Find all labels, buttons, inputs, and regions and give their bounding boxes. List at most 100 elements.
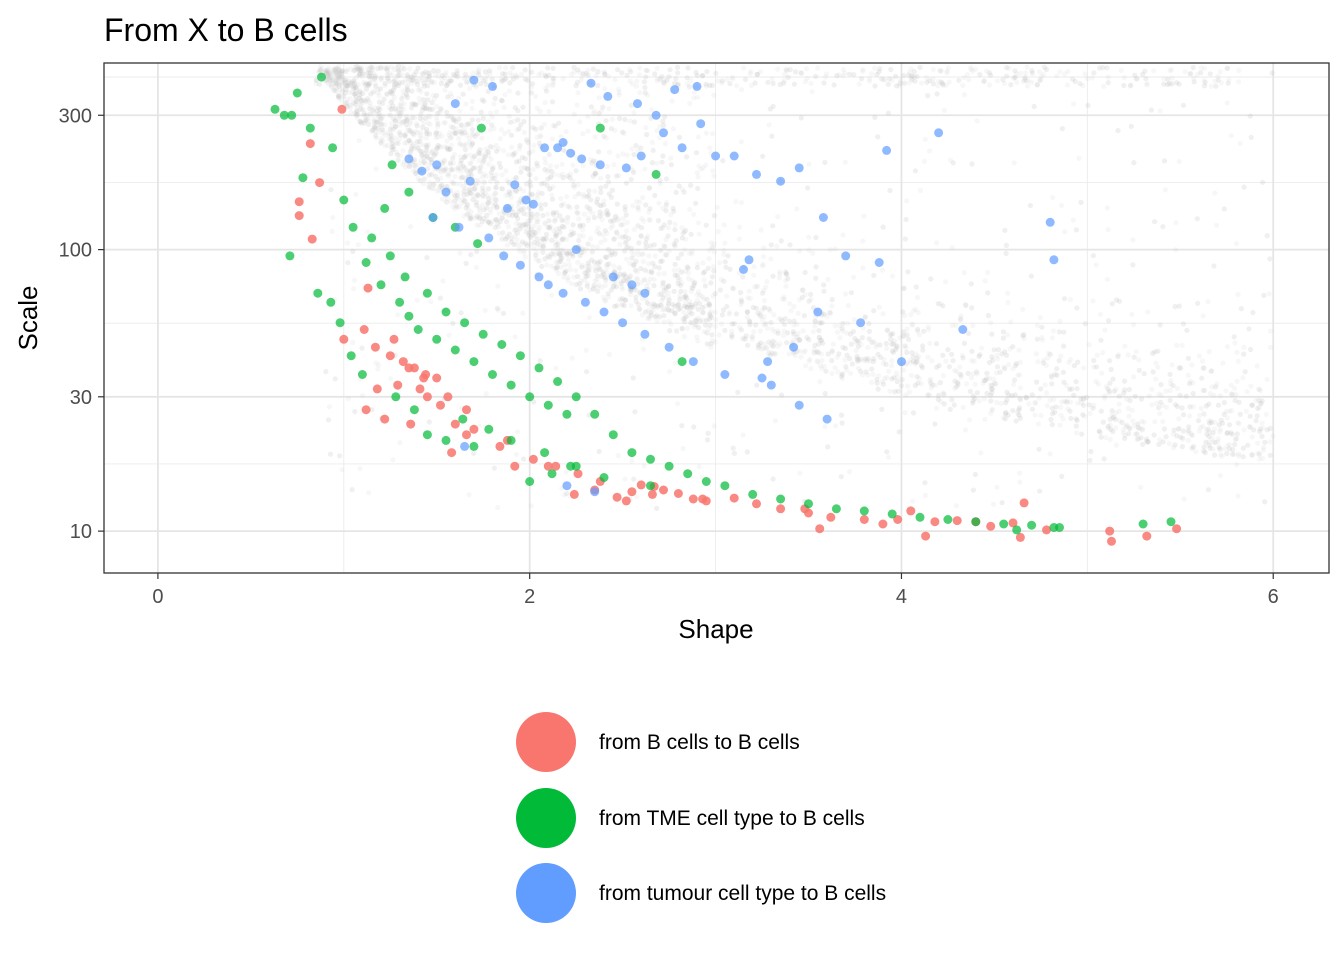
background-point [665, 233, 671, 239]
background-point [518, 207, 524, 213]
background-point [438, 80, 444, 87]
background-point [389, 72, 395, 78]
background-point [893, 73, 899, 79]
background-point [545, 82, 551, 88]
background-point [1167, 397, 1173, 403]
background-point [403, 118, 410, 124]
background-point [344, 100, 350, 106]
background-point [522, 165, 528, 171]
background-point [325, 74, 331, 80]
background-point [883, 340, 889, 347]
background-point [407, 148, 413, 155]
background-point [612, 77, 618, 83]
background-point [1104, 65, 1110, 71]
background-point [359, 393, 366, 399]
background-point [869, 339, 875, 345]
background-point [632, 409, 638, 415]
background-point [1215, 402, 1222, 408]
background-point [673, 76, 679, 82]
background-point [521, 456, 527, 462]
background-point [1113, 410, 1119, 416]
background-point [700, 165, 706, 171]
background-point [1199, 375, 1205, 381]
background-point [933, 405, 940, 411]
background-point [425, 77, 431, 83]
background-point [913, 306, 919, 313]
background-point [534, 236, 540, 242]
background-point [619, 302, 625, 308]
background-point [1131, 354, 1137, 360]
background-point [649, 139, 656, 145]
background-point [974, 118, 980, 124]
background-point [347, 96, 353, 102]
background-point [1010, 408, 1016, 414]
background-point [376, 362, 382, 368]
background-point [696, 163, 702, 169]
background-point [893, 346, 899, 353]
background-point [373, 166, 379, 172]
background-point [574, 79, 581, 85]
background-point [343, 90, 349, 96]
background-point [715, 78, 721, 84]
background-point [813, 73, 819, 79]
background-point [1043, 67, 1050, 73]
background-point [1027, 202, 1033, 209]
background-point [718, 276, 724, 283]
background-point [774, 243, 780, 249]
background-point [421, 150, 427, 156]
background-point [478, 109, 484, 115]
background-point [538, 181, 545, 187]
background-point [697, 318, 703, 324]
background-point [450, 180, 456, 186]
background-point [1004, 389, 1010, 395]
background-point [644, 300, 650, 306]
background-point [1223, 408, 1229, 414]
background-point [657, 76, 664, 82]
background-point [883, 340, 889, 347]
background-point [519, 154, 526, 161]
background-point [647, 316, 653, 322]
background-point [849, 361, 856, 367]
background-point [464, 211, 470, 217]
background-point [493, 197, 499, 204]
background-point [402, 134, 408, 140]
background-point [476, 69, 482, 75]
background-point [458, 168, 464, 174]
background-point [904, 349, 910, 356]
background-point [925, 392, 931, 398]
background-point [988, 398, 994, 404]
background-point [1037, 488, 1043, 494]
background-point [802, 348, 808, 354]
background-point [654, 312, 660, 318]
background-point [640, 194, 646, 201]
background-point [467, 160, 474, 166]
background-point [437, 109, 443, 115]
background-point [652, 314, 658, 320]
background-point [455, 167, 461, 173]
background-point [406, 138, 412, 144]
background-point [448, 142, 455, 148]
background-point [542, 201, 549, 208]
background-point [695, 134, 702, 140]
background-point [1224, 65, 1230, 71]
background-point [523, 229, 529, 235]
background-point [1224, 451, 1230, 457]
background-point [566, 262, 572, 268]
background-point [519, 154, 526, 161]
background-point [667, 67, 673, 73]
background-point [1255, 440, 1261, 446]
background-point [364, 113, 370, 119]
background-point [676, 267, 682, 273]
background-point [489, 122, 495, 128]
background-point [765, 79, 771, 85]
background-point [445, 94, 451, 100]
background-point [552, 233, 559, 239]
background-point [986, 375, 993, 381]
background-point [521, 129, 528, 136]
background-point [404, 83, 410, 89]
background-point [862, 314, 868, 320]
background-point [444, 78, 450, 84]
background-point [1213, 83, 1219, 89]
background-point [447, 78, 453, 84]
background-point [493, 142, 499, 149]
